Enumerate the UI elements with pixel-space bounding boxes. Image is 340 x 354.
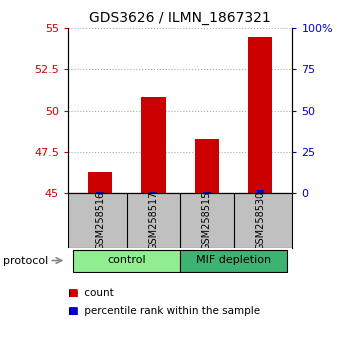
- Bar: [203, 192, 210, 193]
- Text: ■  count: ■ count: [68, 288, 114, 298]
- FancyBboxPatch shape: [73, 250, 180, 272]
- Text: control: control: [107, 255, 146, 265]
- Bar: [257, 190, 264, 193]
- Text: ■: ■: [68, 306, 78, 316]
- Bar: [141, 97, 166, 193]
- Text: GSM258516: GSM258516: [95, 191, 105, 250]
- Text: GSM258515: GSM258515: [202, 191, 212, 250]
- Bar: [97, 192, 104, 193]
- Text: ■: ■: [68, 288, 78, 298]
- Text: GSM258530: GSM258530: [255, 191, 265, 250]
- Bar: [248, 36, 272, 193]
- FancyBboxPatch shape: [180, 250, 287, 272]
- Bar: [150, 192, 157, 193]
- Text: GSM258517: GSM258517: [149, 191, 158, 250]
- Text: protocol: protocol: [3, 256, 49, 266]
- Bar: [195, 139, 219, 193]
- Title: GDS3626 / ILMN_1867321: GDS3626 / ILMN_1867321: [89, 11, 271, 24]
- Text: MIF depletion: MIF depletion: [196, 255, 271, 265]
- Text: ■  percentile rank within the sample: ■ percentile rank within the sample: [68, 306, 260, 316]
- Bar: [88, 172, 112, 193]
